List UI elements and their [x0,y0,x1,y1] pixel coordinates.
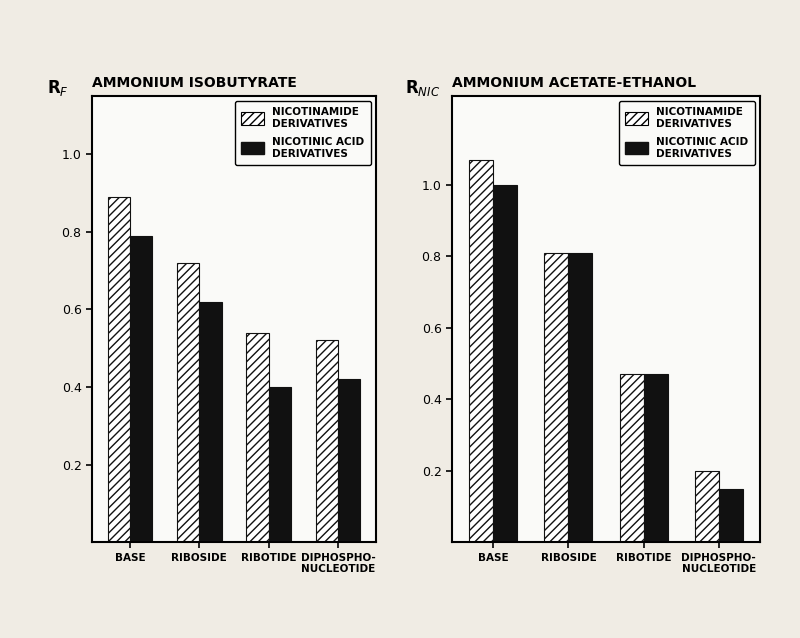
Text: AMMONIUM ISOBUTYRATE: AMMONIUM ISOBUTYRATE [92,77,297,91]
Bar [108,197,130,542]
Bar [494,185,518,542]
Bar [619,375,643,542]
Bar [544,253,569,542]
Bar [643,375,667,542]
Text: AMMONIUM ACETATE-ETHANOL: AMMONIUM ACETATE-ETHANOL [452,77,696,91]
Bar [338,379,360,542]
Bar [694,471,718,542]
Bar [199,302,222,542]
Bar [470,160,494,542]
Bar [178,263,199,542]
Bar [718,489,742,542]
Bar [269,387,291,542]
Bar [316,340,338,542]
Legend: NICOTINAMIDE
DERIVATIVES, NICOTINIC ACID
DERIVATIVES: NICOTINAMIDE DERIVATIVES, NICOTINIC ACID… [619,101,754,165]
Bar [246,332,269,542]
Bar [130,235,152,542]
Bar [569,253,593,542]
Text: R$_F$: R$_F$ [46,78,69,98]
Legend: NICOTINAMIDE
DERIVATIVES, NICOTINIC ACID
DERIVATIVES: NICOTINAMIDE DERIVATIVES, NICOTINIC ACID… [235,101,370,165]
Text: R$_{NIC}$: R$_{NIC}$ [405,78,440,98]
